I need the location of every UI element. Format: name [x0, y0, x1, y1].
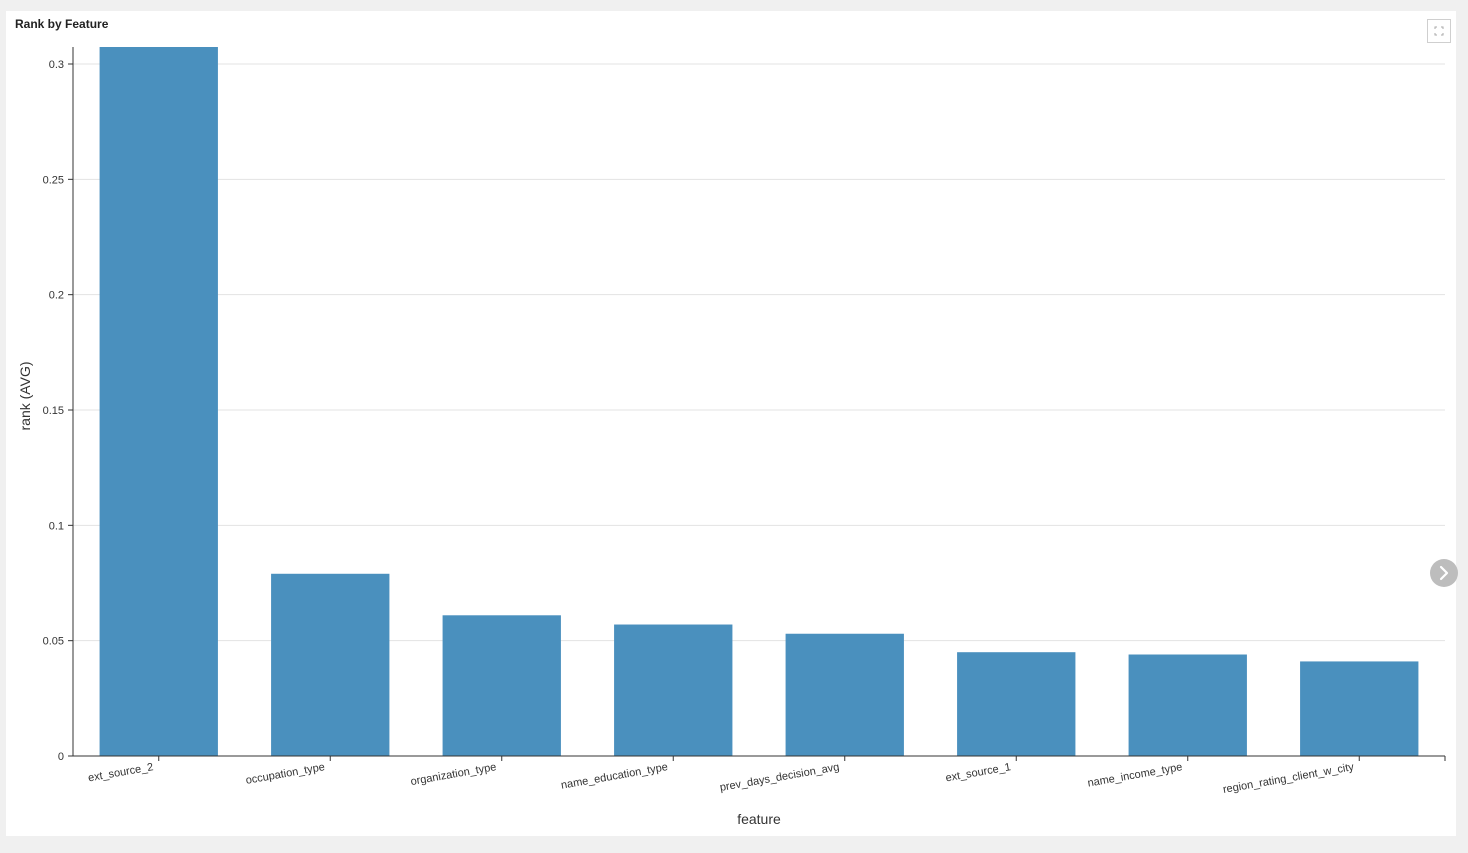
bar-name_education_type [614, 624, 733, 756]
bar-ext_source_1 [957, 652, 1076, 756]
y-tick-label: 0 [58, 751, 64, 763]
bar-region_rating_client_w_city [1300, 661, 1419, 756]
axes [68, 47, 1446, 761]
x-tick-label: organization_type [410, 761, 498, 788]
x-axis-title: feature [737, 811, 781, 827]
y-axis-ticks: 0 0.05 0.1 0.15 0.2 0.25 0.3 [43, 59, 73, 763]
y-tick-label: 0.2 [49, 290, 64, 302]
grid-lines [73, 63, 1445, 642]
x-tick-label: ext_source_2 [87, 761, 154, 784]
x-tick-label: prev_days_decision_avg [719, 761, 840, 794]
next-chart-button[interactable] [1430, 559, 1458, 587]
bar-prev_days_decision_avg [785, 633, 904, 756]
bars [99, 47, 1419, 756]
x-tick-label: ext_source_1 [945, 761, 1012, 784]
y-tick-label: 0.05 [43, 636, 64, 648]
expand-button[interactable] [1427, 19, 1451, 43]
x-tick-label: name_income_type [1087, 761, 1184, 789]
y-tick-label: 0.25 [43, 174, 64, 186]
chart-panel: Rank by Feature 0 0.05 0.1 0.15 0.2 0.25 0.3 e… [6, 11, 1458, 836]
x-tick-label: name_education_type [560, 761, 669, 792]
chevron-right-icon [1439, 565, 1449, 581]
x-axis-ticks: ext_source_2 occupation_type organization_… [87, 756, 1360, 796]
y-tick-label: 0.15 [43, 405, 64, 417]
bar-name_income_type [1128, 654, 1247, 756]
y-tick-label: 0.1 [49, 520, 64, 532]
bar-occupation_type [271, 573, 390, 756]
bar-chart: 0 0.05 0.1 0.15 0.2 0.25 0.3 ext_source_2 occup… [17, 47, 1446, 827]
y-axis-title: rank (AVG) [17, 362, 33, 431]
bar-organization_type [442, 615, 561, 756]
panel-title: Rank by Feature [15, 17, 109, 31]
expand-icon [1434, 26, 1444, 36]
x-tick-label: region_rating_client_w_city [1222, 761, 1355, 796]
x-tick-label: occupation_type [245, 761, 326, 787]
y-tick-label: 0.3 [49, 59, 64, 71]
bar-ext_source_2 [99, 47, 218, 756]
